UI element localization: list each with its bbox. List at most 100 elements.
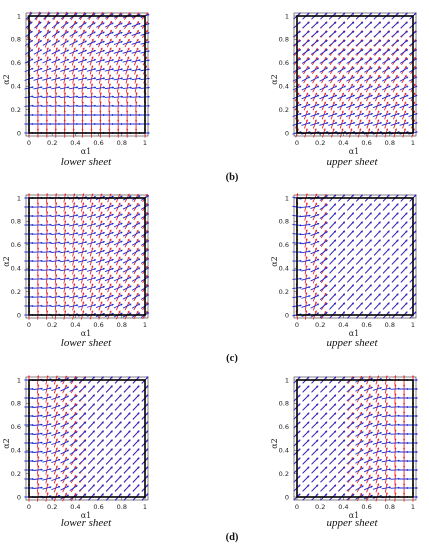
fiber-1-vector-head (55, 238, 58, 241)
fiber-2-vector-head (101, 385, 104, 388)
fiber-2-vector (95, 259, 105, 263)
fiber-2-vector (60, 277, 70, 281)
fiber-1-vector-head (108, 74, 112, 77)
fiber-2-vector-head (147, 213, 149, 216)
fiber-2-vector-head (325, 222, 328, 225)
fiber-2-vector-head (101, 466, 104, 469)
fiber-2-vector-head (316, 412, 319, 415)
fiber-1-vector-head (55, 465, 58, 468)
fiber-1-vector-head (377, 384, 380, 387)
fiber-1-vector-head (55, 65, 58, 68)
fiber-2-vector-head (325, 67, 328, 70)
fiber-2-vector-head (379, 103, 382, 106)
fiber-2-vector (347, 212, 354, 220)
fiber-2-vector-head (352, 422, 355, 425)
fiber-1-vector-head (342, 74, 345, 77)
fiber-2-vector-head (120, 294, 123, 297)
fiber-2-vector-head (342, 275, 345, 278)
fiber-2-vector (123, 403, 131, 411)
fiber-1-vector-head (368, 483, 371, 486)
fiber-2-vector-head (49, 113, 52, 117)
fiber-1-vector-head (109, 247, 112, 250)
fiber-1-vector-head (46, 429, 49, 432)
fiber-2-vector-head (101, 376, 104, 379)
fiber-2-vector (97, 484, 104, 492)
fiber-2-vector-head (119, 394, 122, 397)
fiber-2-vector-head (334, 302, 337, 305)
fiber-1-vector-head (359, 128, 362, 131)
fiber-2-vector (310, 205, 320, 209)
panel-d-lower: 0 0.2 0.4 0.6 0.8 1 0 0.2 0.4 0.6 0.8 1 α1 α2 (0, 366, 160, 529)
fiber-1-vector-head (377, 483, 380, 486)
fiber-1-vector-head (126, 128, 129, 131)
y-tick-label: 0.2 (279, 106, 289, 114)
fiber-2-vector-head (343, 457, 346, 460)
fiber-2-vector (382, 49, 391, 55)
fiber-2-vector-head (370, 413, 373, 416)
fiber-2-vector (122, 96, 132, 98)
fiber-2-vector (363, 113, 373, 117)
fiber-2-vector-head (85, 223, 87, 226)
fiber-2-vector-head (361, 440, 364, 443)
fiber-2-vector-head (414, 239, 417, 242)
fiber-2-vector-head (129, 222, 132, 225)
fiber-2-vector-head (325, 285, 328, 288)
fiber-2-vector-head (388, 423, 391, 426)
fiber-1-vector-head (386, 110, 389, 113)
fiber-2-vector-head (308, 122, 311, 125)
fiber-2-vector-head (111, 258, 114, 261)
fiber-2-vector (346, 94, 355, 100)
fiber-1-vector-head (36, 247, 40, 250)
fiber-2-vector-head (379, 67, 382, 70)
fiber-2-vector (373, 230, 381, 238)
fiber-2-vector (310, 258, 320, 264)
fiber-1-vector-head (118, 65, 121, 68)
sheet-label-d-upper: upper sheet (326, 517, 378, 529)
fiber-2-vector-head (317, 294, 319, 297)
fiber-2-vector (88, 448, 95, 456)
fiber-2-vector (400, 266, 408, 274)
fiber-1-vector-head (315, 193, 318, 196)
fiber-2-vector-head (138, 113, 141, 117)
fiber-2-vector-head (40, 95, 43, 98)
fiber-2-vector-head (40, 58, 43, 61)
fiber-1-vector-head (368, 101, 371, 104)
fiber-1-vector-head (91, 202, 94, 205)
fiber-2-vector-head (334, 439, 337, 442)
fiber-2-vector-head (31, 205, 34, 209)
fiber-2-vector-head (370, 67, 373, 70)
fiber-2-vector (347, 275, 354, 283)
fiber-2-vector (310, 249, 320, 255)
fiber-2-vector-head (397, 432, 400, 435)
fiber-2-vector-head (343, 430, 346, 433)
fiber-2-vector-head (76, 214, 79, 217)
fiber-2-vector (301, 206, 311, 208)
fiber-2-vector (88, 430, 95, 438)
fiber-2-vector-head (370, 49, 373, 52)
fiber-2-vector (33, 487, 43, 489)
fiber-2-vector-head (84, 484, 87, 487)
fiber-1-vector-head (37, 29, 40, 32)
fiber-2-vector-head (120, 77, 123, 80)
fiber-2-vector (338, 457, 346, 465)
fiber-1-vector-head (306, 74, 309, 77)
fiber-1-vector-head (411, 375, 415, 378)
fiber-2-vector (381, 486, 391, 490)
fiber-2-vector-head (84, 430, 87, 433)
fiber-1-vector-head (55, 429, 58, 432)
fiber-2-vector-head (361, 485, 364, 488)
fiber-1-vector-head (64, 211, 67, 214)
fiber-2-vector-head (67, 95, 70, 98)
fiber-1-vector-head (297, 83, 300, 86)
fiber-2-vector-head (85, 214, 87, 217)
fiber-2-vector (355, 58, 364, 64)
fiber-2-vector-head (307, 40, 310, 43)
fiber-1-vector-head (394, 447, 397, 450)
fiber-1-vector-head (100, 283, 103, 286)
fiber-2-vector (337, 113, 347, 117)
x-tick-label: 0.4 (70, 321, 80, 329)
fiber-1-vector-head (100, 292, 103, 295)
fiber-2-vector (319, 213, 328, 219)
fiber-2-vector-head (93, 205, 96, 208)
fiber-1-vector-head (315, 74, 318, 77)
